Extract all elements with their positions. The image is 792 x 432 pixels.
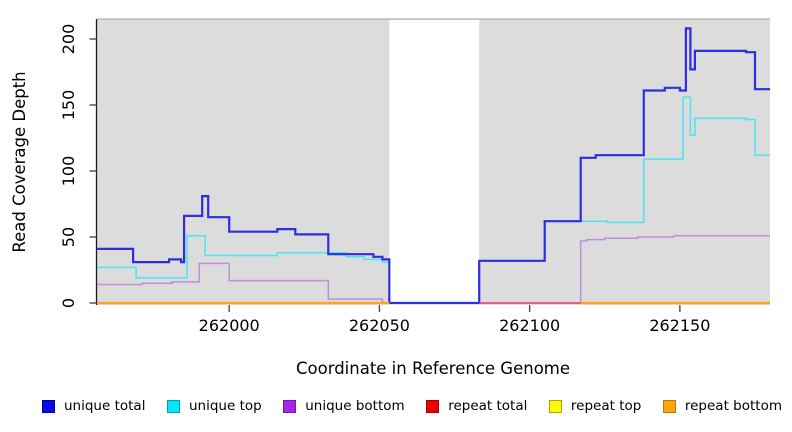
y-tick-label: 100 — [59, 156, 78, 187]
legend-swatch-repeat-bottom — [662, 399, 676, 413]
plot-area: 0 50 100 150 200 262000 262050 262100 262150 — [59, 18, 770, 335]
y-tick-label: 200 — [59, 24, 78, 55]
legend-label: repeat top — [570, 398, 642, 414]
x-tick-label: 262100 — [499, 316, 560, 335]
legend-label: repeat total — [448, 398, 528, 414]
y-tick-label: 0 — [59, 298, 78, 308]
series-line-unique-total — [97, 27, 770, 305]
plot-svg: 0 50 100 150 200 262000 262050 262100 262150 Coo… — [10, 18, 770, 378]
legend-item: unique bottom — [283, 398, 405, 414]
x-axis-title: Coordinate in Reference Genome — [296, 359, 570, 378]
legend: unique total unique top unique bottom re… — [42, 398, 782, 414]
legend-item: unique total — [42, 398, 145, 414]
y-tick-label: 150 — [59, 90, 78, 121]
legend-swatch-unique-bottom — [283, 399, 297, 413]
legend-item: unique top — [167, 398, 262, 414]
y-tick-label: 50 — [59, 227, 78, 247]
y-axis-title: Read Coverage Depth — [10, 71, 29, 252]
legend-item: repeat top — [548, 398, 642, 414]
x-tick-label: 262000 — [199, 316, 260, 335]
legend-item: repeat bottom — [662, 398, 782, 414]
legend-item: repeat total — [426, 398, 527, 414]
legend-swatch-repeat-top — [548, 399, 562, 413]
no-data-gap-region — [389, 19, 480, 306]
legend-swatch-unique-total — [42, 399, 55, 413]
x-tick-label: 262150 — [649, 316, 710, 335]
legend-label: unique total — [64, 398, 146, 414]
legend-swatch-unique-top — [167, 399, 180, 413]
series-line-unique-bottom — [97, 234, 770, 304]
legend-swatch-repeat-total — [426, 399, 440, 413]
series-line-unique-top — [97, 96, 770, 304]
legend-label: unique top — [189, 398, 262, 414]
x-tick-label: 262050 — [349, 316, 410, 335]
legend-label: unique bottom — [305, 398, 405, 414]
legend-label: repeat bottom — [684, 398, 782, 414]
